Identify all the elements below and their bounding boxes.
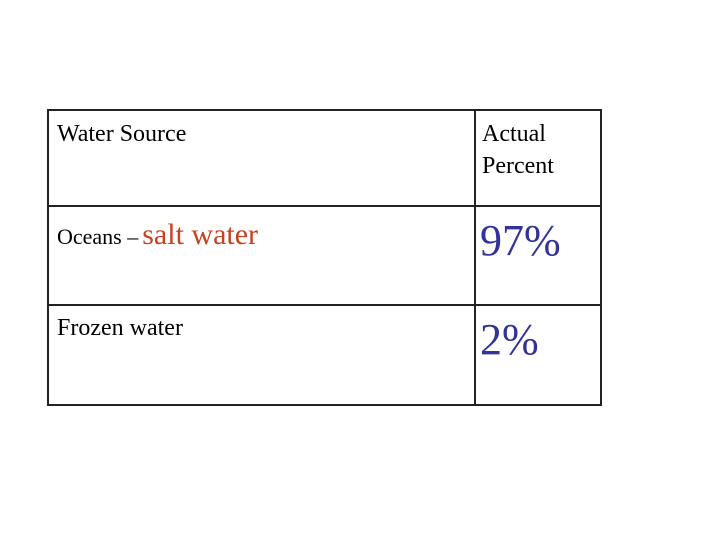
cell: Oceans – salt water [57, 215, 467, 260]
percent-cell: 97% [480, 216, 561, 265]
column-divider [474, 111, 476, 404]
cell-text: Oceans – [57, 224, 139, 249]
row-divider [49, 304, 600, 306]
percent-cell: 2% [480, 315, 539, 364]
header-cell: Water Source [57, 121, 187, 147]
header-cell: Actual Percent [482, 121, 554, 179]
table: Water Source Actual Percent Oceans – sal… [47, 109, 602, 406]
row-divider [49, 205, 600, 207]
cell: Frozen water [57, 315, 183, 341]
highlight-text: salt water [142, 218, 259, 251]
